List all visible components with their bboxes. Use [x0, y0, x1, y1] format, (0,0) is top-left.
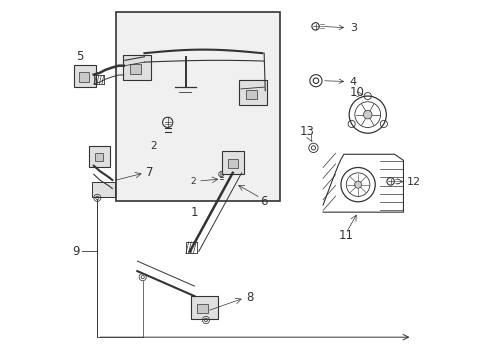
Text: 2: 2 [190, 177, 196, 186]
FancyBboxPatch shape [123, 55, 150, 80]
Text: 5: 5 [76, 50, 84, 63]
Text: 9: 9 [73, 245, 80, 258]
FancyBboxPatch shape [95, 153, 103, 161]
FancyBboxPatch shape [116, 12, 280, 202]
Text: 11: 11 [338, 229, 353, 242]
Text: 4: 4 [324, 77, 356, 87]
FancyBboxPatch shape [190, 296, 218, 319]
Circle shape [363, 111, 371, 119]
FancyBboxPatch shape [239, 80, 266, 105]
Text: 6: 6 [260, 195, 267, 208]
FancyBboxPatch shape [80, 72, 88, 82]
Circle shape [354, 181, 361, 188]
FancyBboxPatch shape [92, 182, 115, 197]
Text: 13: 13 [299, 125, 314, 138]
Text: 12: 12 [406, 177, 420, 187]
FancyBboxPatch shape [89, 146, 110, 167]
FancyBboxPatch shape [74, 65, 95, 87]
Text: 8: 8 [246, 291, 253, 305]
FancyBboxPatch shape [246, 90, 257, 99]
Text: 10: 10 [349, 86, 364, 99]
Text: 7: 7 [146, 166, 153, 179]
FancyBboxPatch shape [130, 64, 141, 73]
Text: 1: 1 [190, 206, 198, 219]
Text: 3: 3 [325, 23, 356, 33]
FancyBboxPatch shape [227, 158, 237, 168]
FancyBboxPatch shape [222, 151, 244, 174]
Text: 2: 2 [150, 141, 156, 151]
FancyBboxPatch shape [197, 303, 208, 313]
